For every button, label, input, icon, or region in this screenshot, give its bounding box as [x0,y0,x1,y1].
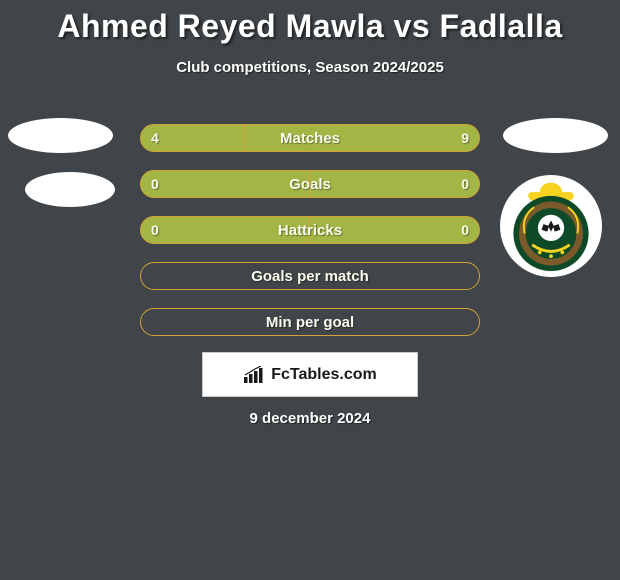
bar-matches-label: Matches [280,130,340,147]
bar-hattricks-label: Hattricks [278,222,342,239]
bar-hattricks-right-value: 0 [461,222,469,238]
bar-goals-per-match-label: Goals per match [251,268,369,285]
page-title: Ahmed Reyed Mawla vs Fadlalla [0,0,620,45]
bar-goals-per-match: Goals per match [140,262,480,290]
club-badge-right-icon [504,179,598,273]
branding-chart-icon [243,366,267,384]
bar-goals: 0 Goals 0 [140,170,480,198]
branding-text: FcTables.com [271,366,377,384]
date-label: 9 december 2024 [0,410,620,427]
bar-goals-fill-right [310,171,479,197]
club-badge-left [25,172,115,207]
bar-hattricks: 0 Hattricks 0 [140,216,480,244]
bar-goals-right-value: 0 [461,176,469,192]
club-badge-right [500,175,602,277]
bar-matches: 4 Matches 9 [140,124,480,152]
player-avatar-left [8,118,113,153]
bar-goals-fill-left [141,171,310,197]
bar-min-per-goal-label: Min per goal [266,314,354,331]
bar-matches-right-value: 9 [461,130,469,146]
bar-hattricks-left-value: 0 [151,222,159,238]
bar-matches-left-value: 4 [151,130,159,146]
branding-box: FcTables.com [202,352,418,397]
player-avatar-right [503,118,608,153]
comparison-bars: 4 Matches 9 0 Goals 0 0 Hattricks 0 Goal… [140,124,480,354]
bar-goals-label: Goals [289,176,331,193]
bar-goals-left-value: 0 [151,176,159,192]
page-subtitle: Club competitions, Season 2024/2025 [0,59,620,76]
bar-min-per-goal: Min per goal [140,308,480,336]
